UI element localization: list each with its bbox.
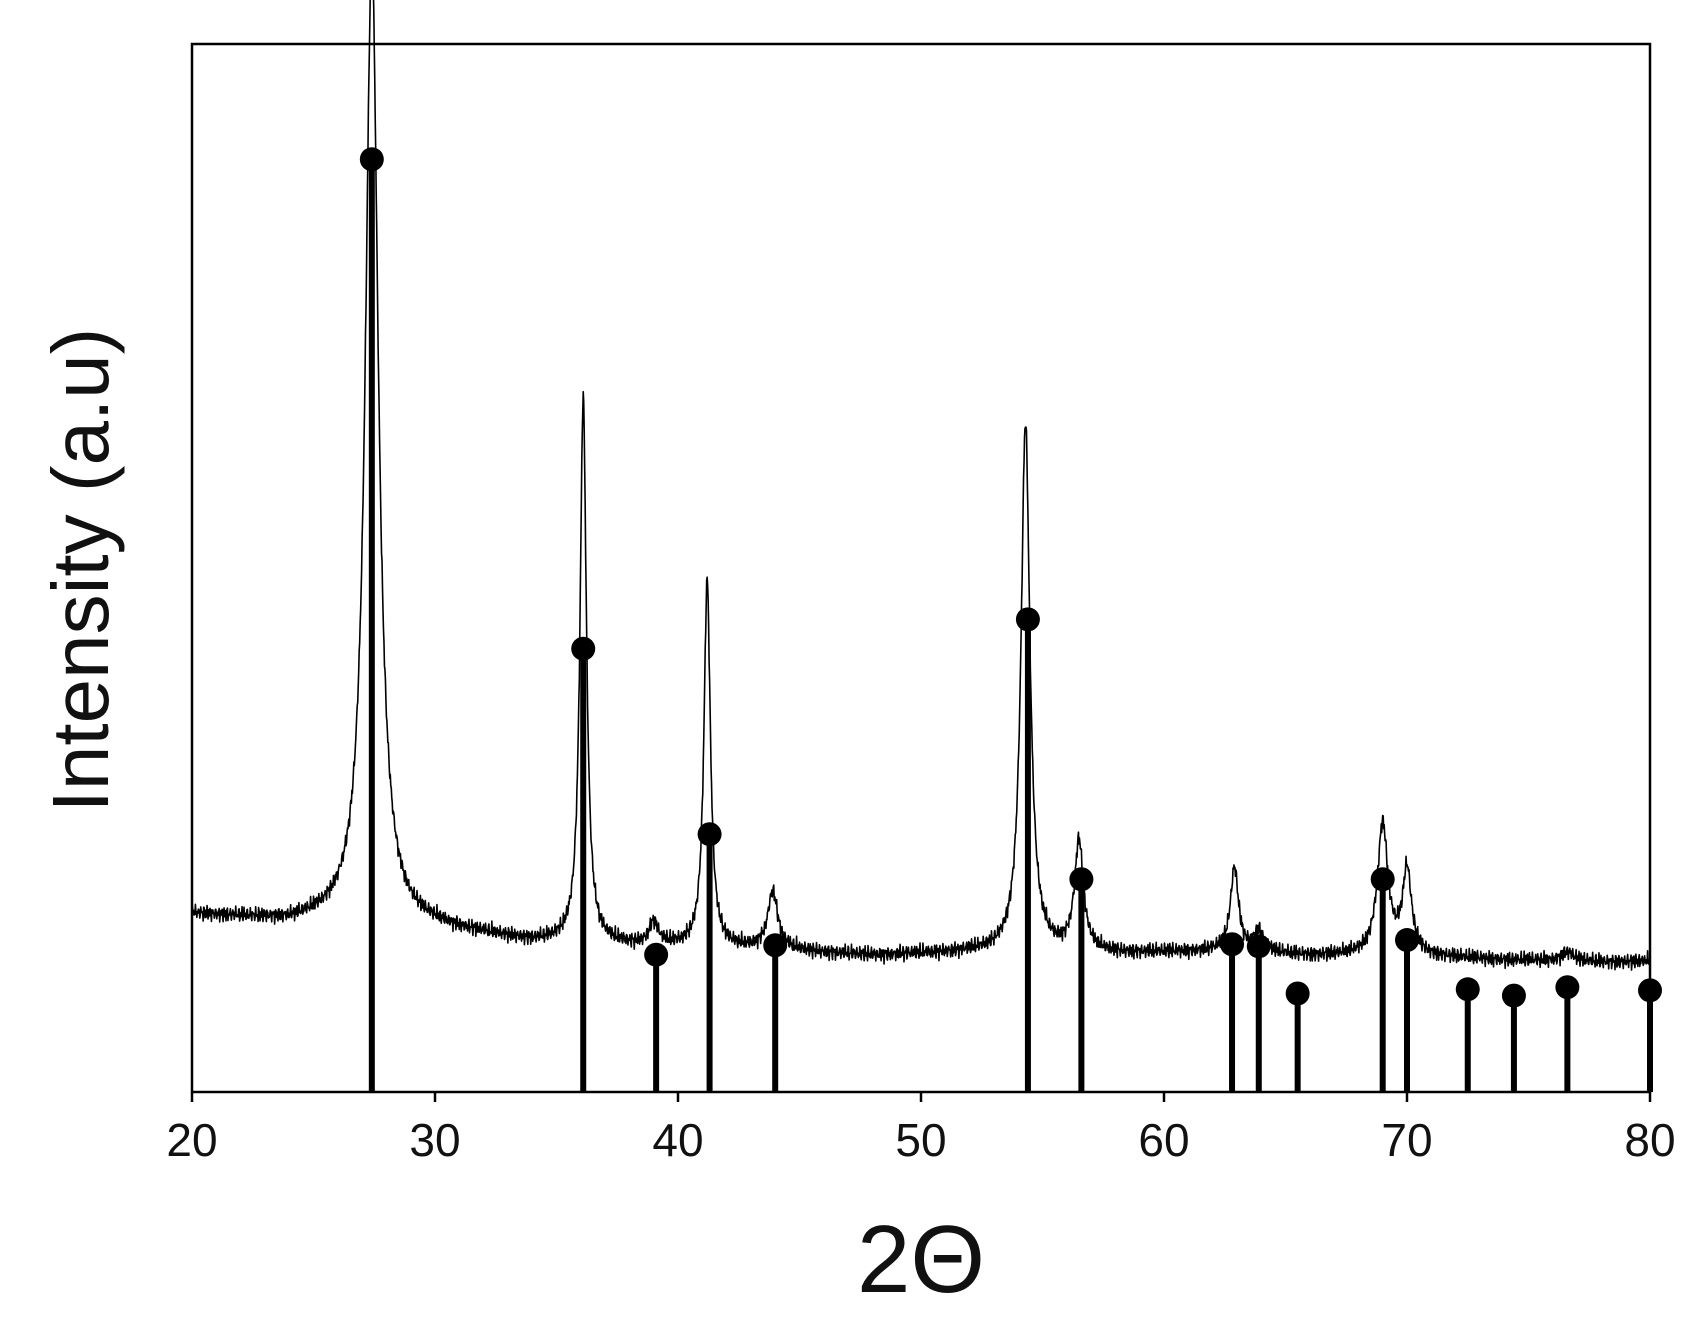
x-tick-label: 70 — [1381, 1114, 1432, 1166]
reference-marker — [571, 636, 596, 661]
reference-marker — [697, 822, 722, 847]
y-axis-title: Intensity (a.u) — [36, 328, 125, 813]
x-tick-label: 30 — [409, 1114, 460, 1166]
reference-marker — [644, 942, 669, 967]
reference-marker — [1455, 977, 1480, 1002]
diffraction-pattern-line — [191, 0, 1651, 971]
reference-marker — [1220, 932, 1245, 957]
x-tick-label: 50 — [895, 1114, 946, 1166]
reference-marker — [763, 933, 788, 958]
reference-marker — [359, 147, 384, 172]
plot-frame — [190, 42, 1652, 1094]
reference-marker — [1395, 928, 1419, 953]
reference-marker — [1370, 867, 1395, 892]
x-tick-label: 40 — [652, 1114, 703, 1166]
reference-marker — [1285, 981, 1310, 1006]
reference-marker — [1501, 983, 1526, 1008]
reference-marker — [1015, 607, 1040, 632]
reference-marker — [1555, 975, 1580, 1000]
x-tick-label: 20 — [166, 1114, 217, 1166]
x-tick-label: 60 — [1138, 1114, 1189, 1166]
x-tick-label: 80 — [1624, 1114, 1675, 1166]
x-axis-ticks: 20 30 40 50 60 70 80 — [166, 1092, 1676, 1166]
plot-area — [190, 0, 1662, 1094]
x-axis-title: 2Θ — [857, 1206, 985, 1313]
reference-marker — [1638, 978, 1662, 1003]
